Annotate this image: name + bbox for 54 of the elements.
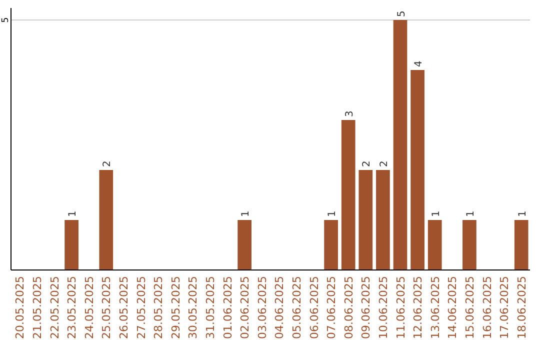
bar <box>99 170 114 270</box>
x-tick-label: 10.06.2025 <box>376 276 390 339</box>
x-tick-label: 04.06.2025 <box>273 276 286 339</box>
x-tick-label: 06.06.2025 <box>308 276 321 339</box>
data-label: 5 <box>396 10 408 17</box>
x-tick-label: 07.06.2025 <box>325 276 338 339</box>
x-tick-label: 13.06.2025 <box>428 276 442 339</box>
bar <box>514 220 528 270</box>
x-tick-label: 30.05.2025 <box>186 276 200 339</box>
x-tick-label: 20.05.2025 <box>14 276 27 339</box>
bar <box>376 170 390 270</box>
x-tick-label: 31.05.2025 <box>204 276 217 339</box>
data-label: 2 <box>378 160 390 167</box>
data-label: 2 <box>362 160 373 167</box>
x-tick-label: 08.06.2025 <box>342 276 356 339</box>
bar <box>393 20 408 270</box>
bar <box>64 220 78 270</box>
x-tick-label: 11.06.2025 <box>394 276 408 339</box>
x-tick-label: 14.06.2025 <box>446 276 460 339</box>
data-label: 4 <box>414 60 425 67</box>
bar <box>410 70 424 270</box>
x-tick-label: 12.06.2025 <box>412 276 425 339</box>
data-label: 1 <box>517 210 528 217</box>
data-label: 1 <box>240 210 252 217</box>
bar <box>428 220 442 270</box>
x-tick-label: 27.05.2025 <box>134 276 148 339</box>
bar <box>238 220 252 270</box>
x-tick-label: 24.05.2025 <box>82 276 96 339</box>
x-tick-label: 02.06.2025 <box>238 276 252 339</box>
data-label: 1 <box>68 210 79 217</box>
x-tick-label: 01.06.2025 <box>221 276 234 339</box>
data-label: 1 <box>465 210 476 217</box>
x-tick-label: 17.06.2025 <box>498 276 512 339</box>
data-label: 1 <box>327 210 338 217</box>
x-tick-label: 15.06.2025 <box>463 276 476 339</box>
x-tick-label: 09.06.2025 <box>360 276 373 339</box>
x-tick-label: 21.05.2025 <box>30 276 44 339</box>
x-tick-label: 22.05.2025 <box>48 276 62 339</box>
data-label: 3 <box>344 110 356 117</box>
bar <box>358 170 373 270</box>
x-tick-label: 16.06.2025 <box>480 276 494 339</box>
x-tick-label: 29.05.2025 <box>169 276 182 339</box>
bar <box>341 120 356 270</box>
x-tick-label: 26.05.2025 <box>117 276 130 339</box>
data-label: 1 <box>430 210 442 217</box>
bar <box>462 220 476 270</box>
x-tick-label: 25.05.2025 <box>100 276 114 339</box>
x-tick-label: 03.06.2025 <box>256 276 269 339</box>
x-tick-label: 18.06.2025 <box>515 276 528 339</box>
bar <box>324 220 338 270</box>
x-tick-label: 28.05.2025 <box>152 276 166 339</box>
x-tick-label: 05.06.2025 <box>290 276 304 339</box>
data-label: 2 <box>102 160 114 167</box>
x-tick-label: 23.05.2025 <box>66 276 79 339</box>
